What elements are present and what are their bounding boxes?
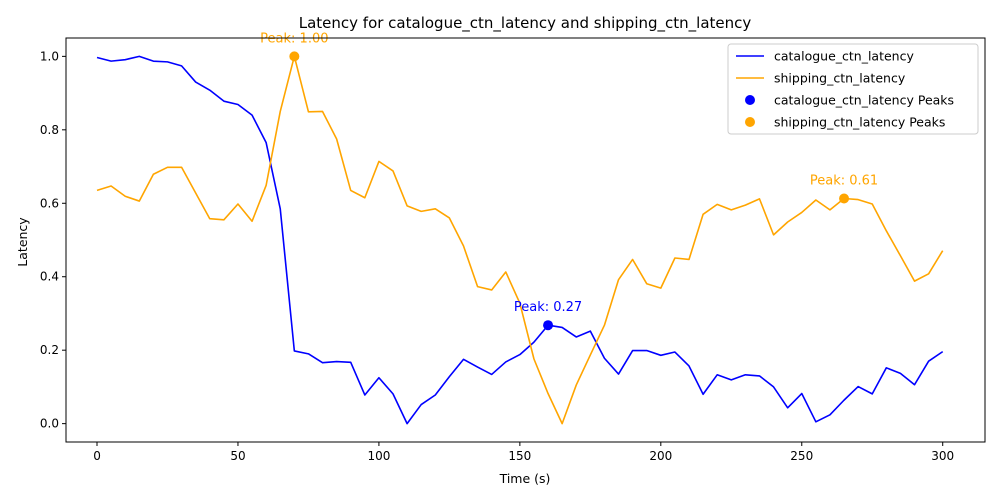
y-tick-label: 0.2 (40, 343, 59, 357)
peak-annotation-2: Peak: 0.61 (810, 173, 878, 188)
x-tick-label: 300 (931, 449, 954, 463)
series-line-catalogue-ctn-latency (96, 55, 944, 425)
peak-marker-1 (289, 51, 300, 62)
y-tick-label: 0.0 (40, 417, 59, 431)
x-axis-label: Time (s) (499, 471, 551, 486)
y-tick-label: 0.6 (40, 196, 59, 210)
legend-entry-label: shipping_ctn_latency (774, 71, 906, 86)
x-tick-label: 0 (93, 449, 101, 463)
x-tick-label: 50 (230, 449, 245, 463)
x-tick-label: 150 (508, 449, 531, 463)
legend-entry-label: catalogue_ctn_latency (774, 49, 914, 64)
y-axis-label: Latency (15, 217, 30, 267)
x-tick-label: 200 (649, 449, 672, 463)
x-tick-label: 250 (790, 449, 813, 463)
legend-swatch-marker (745, 95, 755, 105)
legend-entry-label: shipping_ctn_latency Peaks (774, 115, 945, 130)
peak-annotation-1: Peak: 1.00 (260, 31, 328, 46)
x-tick-label: 100 (367, 449, 390, 463)
peak-annotation-0: Peak: 0.27 (514, 300, 582, 315)
legend-entry-label: catalogue_ctn_latency Peaks (774, 93, 954, 108)
peak-marker-0 (543, 320, 554, 331)
chart-title: Latency for catalogue_ctn_latency and sh… (299, 14, 752, 33)
axis-ticks: 0 50 100 150 200 250 300 0.0 0.2 0.4 0.6 0.8 1.0 (40, 49, 954, 463)
plot-area: Peak: 0.27 Peak: 1.00 Peak: 0.61 (65, 31, 986, 443)
chart-legend: catalogue_ctn_latency shipping_ctn_latenc… (727, 43, 979, 135)
series-line-shipping-ctn-latency (96, 55, 944, 425)
y-tick-label: 0.8 (40, 123, 59, 137)
legend-swatch-marker (745, 117, 755, 127)
peak-marker-2 (839, 193, 850, 204)
y-tick-label: 0.4 (40, 270, 59, 284)
legend-box (727, 43, 979, 135)
axes-frame (65, 37, 986, 443)
y-tick-label: 1.0 (40, 49, 59, 63)
